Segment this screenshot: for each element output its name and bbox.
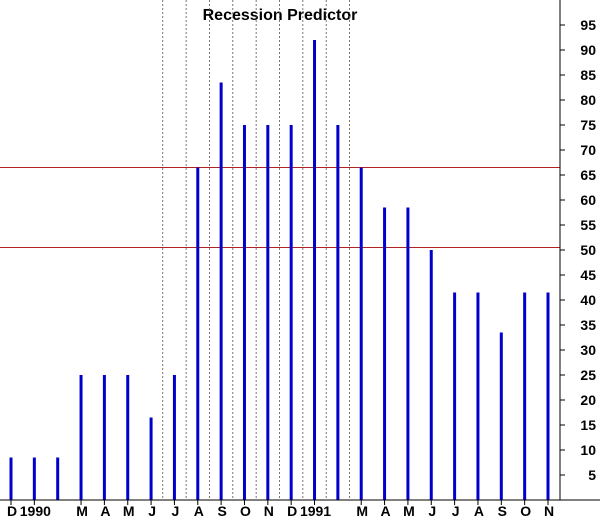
x-tick-label: O: [240, 503, 251, 519]
chart-title: Recession Predictor: [203, 7, 358, 24]
x-tick-labels: D 1990 M A M J J A S O N D 1991 M A M J J A S O N: [7, 500, 554, 519]
y-tick-label: 35: [580, 317, 596, 333]
x-tick-label: M: [76, 503, 88, 519]
x-tick-label: N: [544, 503, 554, 519]
x-tick-label: J: [452, 503, 460, 519]
y-tick-label: 75: [580, 117, 596, 133]
x-tick-label: M: [123, 503, 135, 519]
y-tick-label: 95: [580, 17, 596, 33]
reference-lines: [0, 167, 560, 248]
y-tick-label: 65: [580, 167, 596, 183]
x-tick-label: 1990: [20, 503, 51, 519]
x-tick-label: M: [403, 503, 415, 519]
y-tick-labels: 5 10 15 20 25 30 35 40 45 50 55 60 65 70 75 80 85 90 95: [560, 17, 596, 483]
x-tick-label: A: [474, 503, 484, 519]
y-tick-label: 50: [580, 242, 596, 258]
y-tick-label: 80: [580, 92, 596, 108]
x-tick-label: O: [520, 503, 531, 519]
period-lines: [162, 0, 350, 500]
x-tick-label: 1991: [300, 503, 331, 519]
y-tick-label: 20: [580, 392, 596, 408]
y-tick-label: 30: [580, 342, 596, 358]
x-tick-label: J: [428, 503, 436, 519]
y-tick-label: 45: [580, 267, 596, 283]
y-tick-label: 25: [580, 367, 596, 383]
bars: [9, 40, 550, 500]
y-tick-label: 10: [580, 442, 596, 458]
y-tick-label: 70: [580, 142, 596, 158]
x-tick-label: A: [381, 503, 391, 519]
x-tick-label: D: [7, 503, 17, 519]
x-tick-label: A: [100, 503, 110, 519]
x-tick-label: S: [217, 503, 226, 519]
y-tick-label: 90: [580, 42, 596, 58]
x-tick-label: D: [287, 503, 297, 519]
y-tick-label: 60: [580, 192, 596, 208]
y-tick-label: 15: [580, 417, 596, 433]
y-tick-label: 40: [580, 292, 596, 308]
axes: [0, 0, 600, 501]
x-tick-label: J: [148, 503, 156, 519]
x-tick-label: J: [172, 503, 180, 519]
y-tick-label: 55: [580, 217, 596, 233]
x-tick-label: S: [498, 503, 507, 519]
x-tick-label: A: [194, 503, 204, 519]
y-tick-label: 85: [580, 67, 596, 83]
x-tick-label: N: [264, 503, 274, 519]
y-tick-label: 5: [588, 467, 596, 483]
x-tick-label: M: [356, 503, 368, 519]
